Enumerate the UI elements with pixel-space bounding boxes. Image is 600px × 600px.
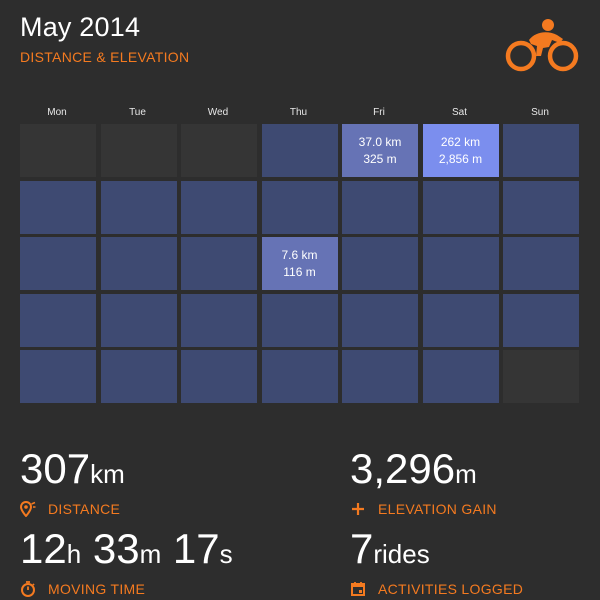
calendar-cell bbox=[20, 124, 96, 177]
calendar-cell[interactable]: 262 km 2,856 m bbox=[422, 124, 499, 177]
calendar-cell[interactable] bbox=[100, 237, 177, 290]
calendar-cell bbox=[100, 124, 177, 177]
activities-unit: rides bbox=[373, 539, 430, 569]
calendar-cell[interactable] bbox=[100, 293, 177, 347]
weekday-header: Mon Tue Wed Thu Fri Sat Sun bbox=[20, 107, 582, 121]
distance-label: DISTANCE bbox=[48, 501, 121, 517]
moving-time-seconds-unit: s bbox=[219, 539, 233, 569]
moving-time-value-line: 12h 33m 17s bbox=[20, 527, 233, 576]
distance-value-line: 307km bbox=[20, 447, 125, 496]
cell-elevation: 2,856 m bbox=[438, 151, 483, 166]
weekday-label-thu: Thu bbox=[289, 107, 308, 118]
calendar-cell[interactable] bbox=[181, 293, 257, 347]
moving-time-minutes-unit: m bbox=[139, 539, 162, 569]
calendar-cell[interactable] bbox=[20, 237, 96, 290]
calendar-cell[interactable] bbox=[342, 350, 418, 403]
weekday-label-mon: Mon bbox=[47, 107, 67, 118]
calendar-cell[interactable] bbox=[20, 293, 96, 347]
calendar-cell[interactable] bbox=[503, 293, 579, 347]
weekday-label-tue: Tue bbox=[129, 107, 146, 118]
plus-icon bbox=[352, 503, 364, 515]
calendar-cell[interactable]: 7.6 km 116 m bbox=[261, 237, 338, 290]
calendar-cell[interactable] bbox=[261, 293, 338, 347]
calendar-cell[interactable] bbox=[503, 237, 579, 290]
calendar-cell[interactable] bbox=[342, 180, 418, 234]
calendar-cell bbox=[503, 350, 579, 403]
calendar-cell[interactable] bbox=[20, 350, 96, 403]
activities-stat: 7rides ACTIVITIES LOGGED bbox=[350, 527, 523, 598]
elevation-label-row: ELEVATION GAIN bbox=[350, 501, 497, 517]
calendar-cell[interactable] bbox=[503, 180, 579, 234]
moving-time-hours-unit: h bbox=[66, 539, 82, 569]
calendar-cell[interactable]: 37.0 km 325 m bbox=[342, 124, 418, 177]
map-pin-icon bbox=[20, 501, 36, 517]
elevation-unit: m bbox=[455, 459, 477, 489]
calendar-cell[interactable] bbox=[20, 180, 96, 234]
calendar-cell[interactable] bbox=[261, 180, 338, 234]
activities-label-row: ACTIVITIES LOGGED bbox=[350, 581, 523, 597]
weekday-label-fri: Fri bbox=[373, 107, 385, 118]
cell-distance: 37.0 km bbox=[358, 134, 402, 149]
elevation-value-line: 3,296m bbox=[350, 447, 497, 496]
calendar-cell[interactable] bbox=[422, 180, 499, 234]
calendar-cell[interactable] bbox=[100, 350, 177, 403]
calendar-cell[interactable] bbox=[422, 350, 499, 403]
moving-time-hours: 12 bbox=[20, 525, 67, 572]
distance-value: 307 bbox=[20, 445, 91, 492]
calendar-cell[interactable] bbox=[342, 237, 418, 290]
calendar-cell[interactable] bbox=[181, 180, 257, 234]
calendar-cell[interactable] bbox=[503, 124, 579, 177]
moving-time-label: MOVING TIME bbox=[48, 581, 146, 597]
moving-time-label-row: MOVING TIME bbox=[20, 581, 233, 597]
moving-time-stat: 12h 33m 17s MOVING TIME bbox=[20, 527, 233, 597]
cell-distance: 262 km bbox=[440, 134, 481, 149]
page-title: May 2014 bbox=[20, 12, 141, 42]
weekday-label-wed: Wed bbox=[207, 107, 229, 118]
moving-time-minutes: 33 bbox=[92, 525, 140, 572]
activities-value-line: 7rides bbox=[350, 527, 523, 576]
elevation-stat: 3,296m ELEVATION GAIN bbox=[350, 447, 497, 518]
calendar-cell[interactable] bbox=[181, 350, 257, 403]
distance-unit: km bbox=[90, 459, 125, 489]
calendar-cell[interactable] bbox=[422, 293, 499, 347]
cell-distance: 7.6 km bbox=[281, 247, 318, 262]
activities-value: 7 bbox=[350, 525, 374, 572]
activities-label: ACTIVITIES LOGGED bbox=[378, 581, 524, 597]
calendar-cell[interactable] bbox=[422, 237, 499, 290]
weekday-label-sun: Sun bbox=[531, 107, 549, 118]
calendar-cell[interactable] bbox=[261, 350, 338, 403]
moving-time-seconds: 17 bbox=[172, 525, 220, 572]
calendar-cell[interactable] bbox=[181, 237, 257, 290]
calendar-cell[interactable] bbox=[261, 124, 338, 177]
weekday-label-sat: Sat bbox=[451, 107, 467, 118]
elevation-label: ELEVATION GAIN bbox=[378, 501, 497, 517]
stopwatch-icon bbox=[21, 581, 35, 597]
calendar-cell[interactable] bbox=[342, 293, 418, 347]
cell-elevation: 325 m bbox=[363, 151, 397, 166]
cyclist-icon bbox=[505, 19, 579, 72]
elevation-value: 3,296 bbox=[350, 445, 456, 492]
calendar-cell[interactable] bbox=[100, 180, 177, 234]
calendar-icon bbox=[351, 582, 365, 596]
distance-stat: 307km DISTANCE bbox=[20, 447, 125, 517]
distance-label-row: DISTANCE bbox=[20, 501, 125, 517]
cell-elevation: 116 m bbox=[283, 264, 316, 279]
calendar-cell bbox=[181, 124, 257, 177]
calendar-grid: 37.0 km 325 m 262 km 2,856 m 7.6 km 116 m bbox=[20, 124, 582, 406]
page-subtitle: DISTANCE & ELEVATION bbox=[20, 49, 190, 65]
